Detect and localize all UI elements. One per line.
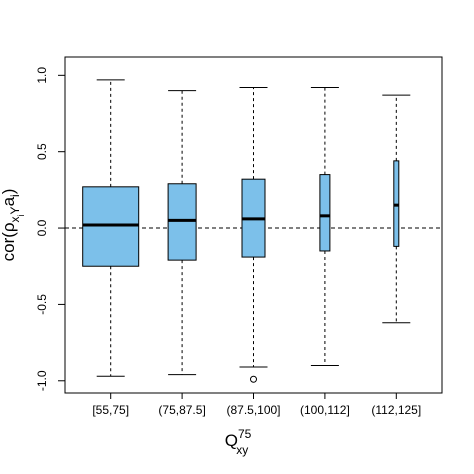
y-tick-label: 0.5 — [35, 143, 49, 160]
outlier — [250, 375, 257, 383]
x-label-sub: xy — [236, 443, 248, 457]
x-label-base: Q — [225, 431, 238, 450]
x-tick-label: (100,112] — [300, 403, 350, 417]
y-tick-label: -0.5 — [35, 294, 49, 315]
y-label-part: ) — [0, 189, 18, 195]
x-tick-label: (75,87.5] — [158, 403, 205, 417]
x-axis-title: Q75 xy — [225, 427, 252, 457]
y-tick-label: -1.0 — [35, 370, 49, 391]
y-label-part: x — [8, 216, 22, 222]
box — [167, 183, 197, 261]
x-label-sup: 75 — [238, 427, 252, 441]
x-tick-label: (112,125] — [371, 403, 421, 417]
y-label-part: i — [8, 194, 22, 197]
y-label-part: cor(ρ — [0, 222, 18, 261]
x-tick-label: (87.5,100] — [226, 403, 280, 417]
y-label-part: i — [16, 214, 26, 216]
y-label-part: a — [0, 196, 18, 206]
x-tick-label: [55,75] — [92, 403, 129, 417]
box — [319, 174, 331, 252]
y-label-part: Y — [8, 206, 22, 214]
box — [393, 160, 400, 247]
y-tick-label: 0.0 — [35, 219, 49, 236]
y-axis-title: cor(ρxiYai) — [0, 189, 26, 262]
box — [82, 186, 140, 267]
y-tick-label: 1.0 — [35, 67, 49, 84]
